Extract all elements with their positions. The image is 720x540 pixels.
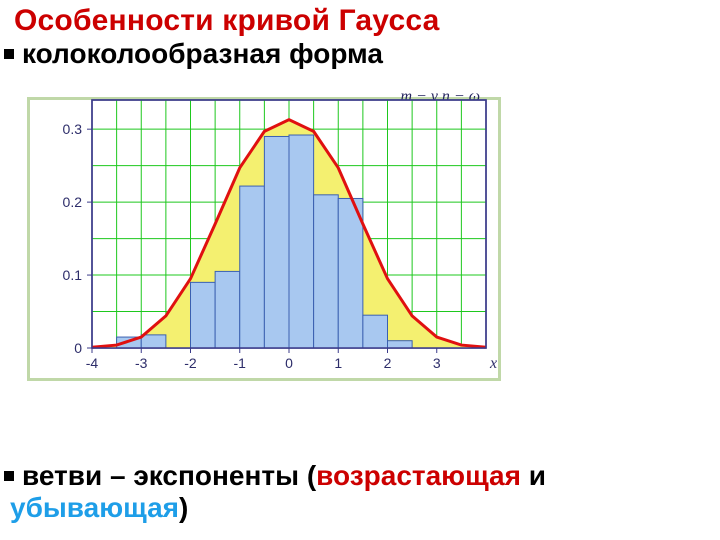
- bullet-marker: [4, 49, 14, 59]
- page-title: Особенности кривой Гаусса: [0, 0, 720, 38]
- bullet-marker: [4, 471, 14, 481]
- plot-area: -4 -3 -2 -1 0 1 2 3 x 0 0.1 0.2 0.3: [24, 94, 504, 384]
- svg-text:0.1: 0.1: [63, 267, 83, 283]
- bullet-branches: ветви – экспоненты (возрастающая и убыва…: [0, 460, 546, 524]
- svg-text:3: 3: [433, 355, 441, 371]
- gaussian-chart: m − y n − ω -4-3-2-10123x00.10.20.3: [24, 94, 504, 384]
- svg-text:-3: -3: [135, 355, 148, 371]
- svg-text:0.3: 0.3: [63, 121, 83, 137]
- falling-word: убывающая: [10, 492, 179, 523]
- bullet-bell-shape: колоколообразная форма: [0, 38, 720, 70]
- rising-word: возрастающая: [316, 460, 521, 491]
- svg-text:-2: -2: [184, 355, 197, 371]
- svg-text:0: 0: [74, 340, 82, 356]
- svg-text:-4: -4: [86, 355, 99, 371]
- svg-text:x: x: [489, 355, 497, 372]
- svg-text:-1: -1: [234, 355, 247, 371]
- svg-text:0: 0: [285, 355, 293, 371]
- svg-text:0.2: 0.2: [63, 194, 83, 210]
- svg-text:2: 2: [384, 355, 392, 371]
- svg-text:1: 1: [334, 355, 342, 371]
